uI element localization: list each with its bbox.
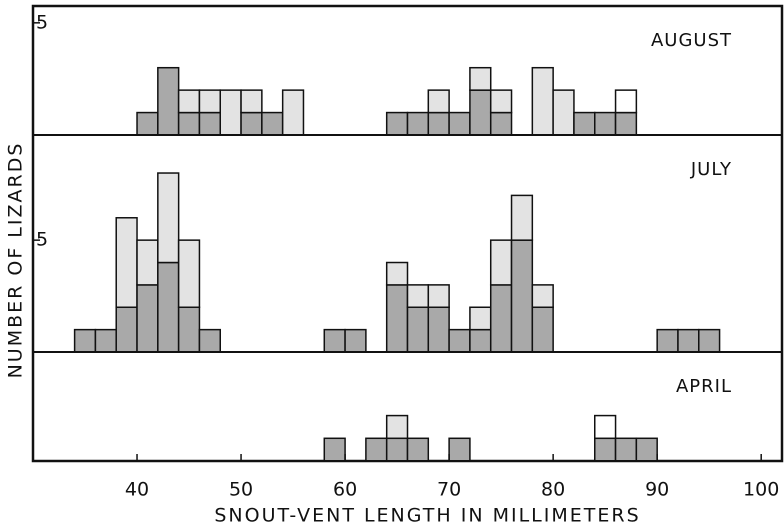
bar-segment: [573, 111, 596, 136]
bar-segment: [240, 111, 263, 136]
bar-segment: [323, 437, 346, 462]
y-tick-label: 5: [36, 11, 48, 33]
bar-segment: [698, 328, 721, 353]
bar-segment: [115, 306, 138, 353]
bar-segment: [344, 328, 367, 353]
bar-segment: [177, 306, 201, 353]
bar-segment: [157, 66, 180, 136]
bar-segment: [469, 328, 492, 353]
x-tick-label: 60: [333, 479, 357, 501]
bar-segment: [406, 437, 430, 462]
bar-segment: [510, 194, 534, 241]
bar-segment: [198, 328, 221, 353]
bar-segment: [448, 111, 471, 136]
bar-segment: [177, 111, 201, 136]
bar-segment: [406, 111, 430, 136]
bar-segment: [406, 306, 430, 353]
y-tick-label: 5: [36, 229, 48, 251]
bar-segment: [469, 306, 492, 331]
bar-segment: [219, 89, 242, 136]
bar-segment: [448, 328, 471, 353]
bar-segment: [281, 89, 305, 136]
bar-segment: [323, 328, 346, 353]
bar-segment: [198, 111, 221, 136]
frame: [31, 4, 784, 463]
bar-segment: [594, 437, 617, 462]
bar-segment: [385, 111, 409, 136]
bar-segment: [136, 111, 159, 136]
bar-segment: [489, 284, 513, 353]
bar-segment: [594, 111, 617, 136]
bar-segment: [469, 66, 492, 91]
x-tick-label: 50: [229, 479, 253, 501]
bar-segment: [73, 328, 97, 353]
bar-segment: [385, 414, 409, 440]
x-tick-label: 100: [743, 479, 779, 501]
bar-segment: [448, 437, 471, 462]
bar-segment: [136, 239, 159, 286]
bar-segment: [614, 89, 638, 114]
bar-segment: [489, 89, 513, 114]
panel-title: APRIL: [676, 376, 732, 397]
x-tick-label: 40: [125, 479, 149, 501]
x-tick-label: 80: [541, 479, 565, 501]
bar-segment: [635, 437, 658, 462]
bar-segment: [115, 217, 138, 309]
bar-segment: [177, 239, 201, 309]
bar-segment: [136, 284, 159, 353]
bar-segment: [531, 66, 554, 136]
bar-segment: [489, 111, 513, 136]
bar-segment: [157, 261, 180, 353]
bar-segment: [469, 89, 492, 136]
bar-segment: [385, 284, 409, 353]
bar-segment: [198, 89, 221, 114]
bar-segment: [157, 172, 180, 264]
bar-segment: [385, 261, 409, 286]
bar-segment: [427, 111, 450, 136]
bar-segment: [427, 306, 450, 353]
bar-segment: [656, 328, 679, 353]
bar-segment: [510, 239, 534, 353]
x-axis-label: SNOUT-VENT LENGTH IN MILLIMETERS: [214, 505, 640, 527]
bar-segment: [427, 89, 450, 114]
bar-segment: [531, 284, 554, 309]
bar-segment: [489, 239, 513, 286]
panel-title: AUGUST: [651, 30, 732, 51]
x-tick-label: 90: [645, 479, 669, 501]
bar-segment: [240, 89, 263, 114]
y-axis-label: NUMBER OF LIZARDS: [5, 142, 27, 379]
bar-segment: [614, 437, 638, 462]
bar-segment: [594, 414, 617, 440]
bar-segment: [427, 284, 450, 309]
bar-segment: [261, 111, 284, 136]
panel-title: JULY: [690, 159, 732, 180]
bar-segment: [177, 89, 201, 114]
x-tick-label: 70: [437, 479, 461, 501]
bar-segment: [531, 306, 554, 353]
bar-segment: [94, 328, 117, 353]
bar-segment: [677, 328, 700, 353]
bar-segment: [385, 437, 409, 462]
bar-segment: [365, 437, 388, 462]
bar-segment: [406, 284, 430, 309]
bar-segment: [552, 89, 575, 136]
bar-segment: [614, 111, 638, 136]
